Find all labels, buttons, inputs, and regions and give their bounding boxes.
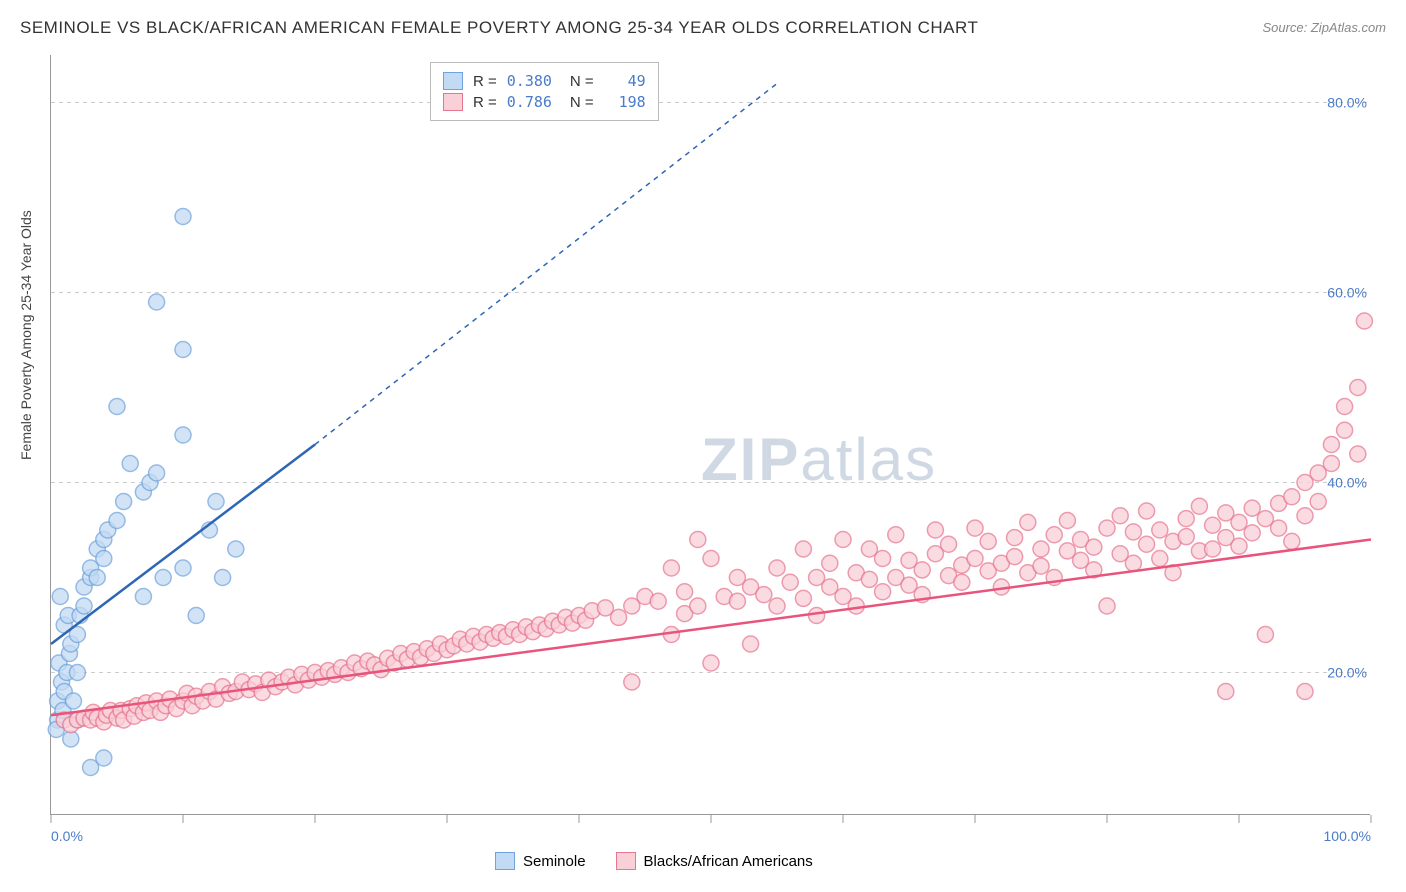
legend-swatch xyxy=(443,93,463,111)
legend-item: Seminole xyxy=(495,852,586,870)
series-legend: Seminole Blacks/African Americans xyxy=(495,852,813,870)
legend-item: Blacks/African Americans xyxy=(616,852,813,870)
r-value: 0.380 xyxy=(507,72,552,90)
legend-label: Blacks/African Americans xyxy=(644,853,813,870)
chart-title: SEMINOLE VS BLACK/AFRICAN AMERICAN FEMAL… xyxy=(20,18,978,38)
legend-swatch xyxy=(616,852,636,870)
legend-swatch xyxy=(443,72,463,90)
legend-swatch xyxy=(495,852,515,870)
svg-text:60.0%: 60.0% xyxy=(1327,285,1367,301)
correlation-row: R = 0.380 N = 49 xyxy=(443,72,646,90)
n-label: N = xyxy=(570,94,594,111)
svg-text:40.0%: 40.0% xyxy=(1327,475,1367,491)
source-attribution: Source: ZipAtlas.com xyxy=(1262,20,1386,35)
plot-area: ZIPatlas 20.0%40.0%60.0%80.0%0.0%100.0% xyxy=(50,55,1370,815)
svg-text:20.0%: 20.0% xyxy=(1327,665,1367,681)
correlation-row: R = 0.786 N = 198 xyxy=(443,93,646,111)
r-label: R = xyxy=(473,94,497,111)
y-axis-label: Female Poverty Among 25-34 Year Olds xyxy=(18,210,34,460)
svg-text:80.0%: 80.0% xyxy=(1327,95,1367,111)
r-value: 0.786 xyxy=(507,93,552,111)
svg-text:100.0%: 100.0% xyxy=(1324,828,1371,844)
scatter-plot-svg: 20.0%40.0%60.0%80.0%0.0%100.0% xyxy=(51,55,1370,814)
n-value: 49 xyxy=(604,72,646,90)
svg-text:0.0%: 0.0% xyxy=(51,828,83,844)
n-value: 198 xyxy=(604,93,646,111)
r-label: R = xyxy=(473,73,497,90)
correlation-legend: R = 0.380 N = 49 R = 0.786 N = 198 xyxy=(430,62,659,121)
n-label: N = xyxy=(570,73,594,90)
legend-label: Seminole xyxy=(523,853,586,870)
